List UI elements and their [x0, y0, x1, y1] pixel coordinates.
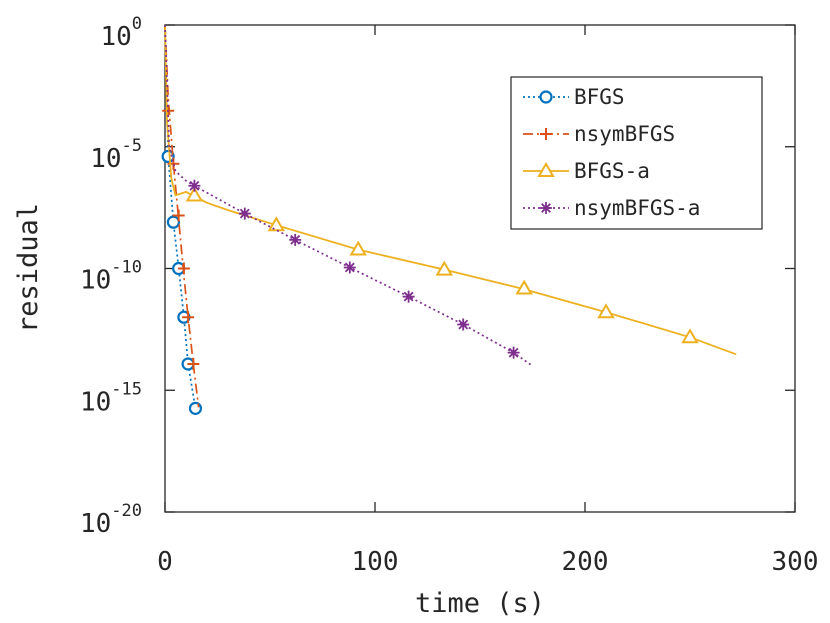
- legend-label: nsymBFGS: [574, 122, 675, 146]
- series-marker: [681, 328, 699, 344]
- legend-label: BFGS: [574, 85, 625, 109]
- legend-entry: nsymBFGS-a: [523, 196, 700, 220]
- series-marker: [188, 401, 203, 415]
- series-marker: [166, 215, 180, 229]
- series-marker: [343, 261, 356, 274]
- y-tick-base: 10: [80, 509, 111, 539]
- legend-entry: BFGS: [523, 85, 625, 109]
- series-marker: [177, 262, 190, 275]
- y-tick-base: 10: [80, 266, 111, 296]
- series-layer: [161, 24, 737, 415]
- series-marker: [435, 260, 454, 276]
- y-tick-base: 10: [90, 144, 121, 174]
- y-tick-label: 10-5: [90, 136, 142, 174]
- series-marker: [161, 149, 175, 164]
- series-marker: [172, 209, 185, 222]
- x-tick-label: 200: [562, 547, 609, 577]
- series-marker: [267, 216, 286, 232]
- series-marker: [597, 303, 615, 319]
- legend-entry: BFGS-a: [523, 159, 650, 183]
- legend-label: BFGS-a: [574, 159, 650, 183]
- series-nsymbfgs-a: [164, 24, 533, 367]
- y-tick-label: 10-20: [80, 501, 142, 539]
- series-marker: [507, 346, 520, 359]
- series-marker: [289, 233, 302, 246]
- y-tick-base: 10: [80, 387, 111, 417]
- series-marker: [402, 290, 415, 303]
- y-tick-base: 10: [100, 22, 131, 52]
- series-marker: [187, 357, 200, 370]
- legend-label: nsymBFGS-a: [574, 196, 700, 220]
- series-marker: [238, 207, 251, 220]
- y-tick-exponent: -15: [111, 379, 142, 399]
- y-tick-exponent: 0: [132, 14, 142, 34]
- series-marker: [185, 186, 204, 202]
- legend-box: [510, 76, 763, 230]
- y-tick-exponent: -10: [111, 258, 142, 278]
- legend-marker: [540, 202, 552, 214]
- x-tick-label: 100: [352, 547, 399, 577]
- series-marker: [457, 318, 470, 331]
- legend-marker: [539, 90, 553, 104]
- series-marker: [349, 240, 367, 256]
- legend-marker: [537, 162, 555, 177]
- series-marker: [188, 179, 201, 192]
- x-tick-label: 300: [772, 547, 819, 577]
- legend-marker: [540, 128, 552, 140]
- y-tick-label: 10-15: [80, 379, 142, 417]
- y-tick-exponent: -5: [122, 136, 142, 156]
- y-tick-label: 10-10: [80, 258, 142, 296]
- x-axis-label: time (s): [415, 588, 545, 619]
- y-tick-label: 100: [100, 14, 142, 52]
- legend: BFGS nsymBFGS BFGS-a nsymBFGS-a: [510, 76, 763, 230]
- series-marker: [182, 311, 195, 324]
- x-tick-label: 0: [157, 547, 173, 577]
- y-axis-label: residual: [13, 203, 44, 333]
- legend-entry: nsymBFGS: [523, 122, 675, 146]
- series-marker: [515, 279, 533, 295]
- y-tick-exponent: -20: [111, 501, 142, 521]
